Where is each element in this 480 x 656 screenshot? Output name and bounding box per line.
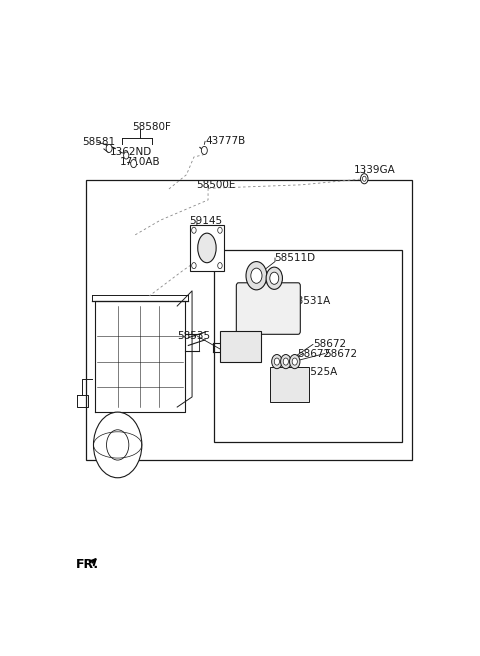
Text: 59145: 59145 <box>190 216 223 226</box>
Text: FR.: FR. <box>76 558 99 571</box>
Circle shape <box>281 354 291 369</box>
Text: 58672: 58672 <box>297 348 330 359</box>
Circle shape <box>292 358 297 365</box>
Circle shape <box>94 412 142 478</box>
Bar <box>270 367 309 402</box>
Text: 1339GA: 1339GA <box>354 165 396 174</box>
Text: 43777B: 43777B <box>205 136 245 146</box>
Circle shape <box>107 430 129 460</box>
Circle shape <box>124 152 129 159</box>
Text: 58500E: 58500E <box>196 180 235 190</box>
Circle shape <box>272 354 282 369</box>
Circle shape <box>362 176 366 181</box>
Circle shape <box>192 227 196 234</box>
Circle shape <box>218 227 222 234</box>
Text: 58511D: 58511D <box>274 253 315 263</box>
Circle shape <box>266 267 282 289</box>
Text: 58525A: 58525A <box>297 367 337 377</box>
Text: 58672: 58672 <box>324 348 357 359</box>
Bar <box>215 251 402 442</box>
Text: 58531A: 58531A <box>290 296 331 306</box>
Circle shape <box>283 358 288 365</box>
Circle shape <box>274 358 279 365</box>
Bar <box>190 225 224 271</box>
Text: 1710AB: 1710AB <box>120 157 160 167</box>
Circle shape <box>202 146 207 154</box>
Bar <box>220 331 261 361</box>
Circle shape <box>218 262 222 269</box>
Bar <box>86 180 411 460</box>
Ellipse shape <box>198 233 216 262</box>
Circle shape <box>106 144 112 152</box>
Circle shape <box>251 268 262 283</box>
Circle shape <box>289 354 300 369</box>
Text: 1362ND: 1362ND <box>110 147 153 157</box>
Circle shape <box>270 272 279 284</box>
Circle shape <box>246 262 267 290</box>
Text: 58672: 58672 <box>313 339 346 350</box>
Circle shape <box>360 174 368 184</box>
Circle shape <box>131 159 137 168</box>
Text: 58581: 58581 <box>83 137 116 147</box>
Text: 58580F: 58580F <box>132 122 171 132</box>
Text: 58535: 58535 <box>177 331 210 341</box>
Circle shape <box>192 262 196 269</box>
FancyBboxPatch shape <box>236 283 300 335</box>
